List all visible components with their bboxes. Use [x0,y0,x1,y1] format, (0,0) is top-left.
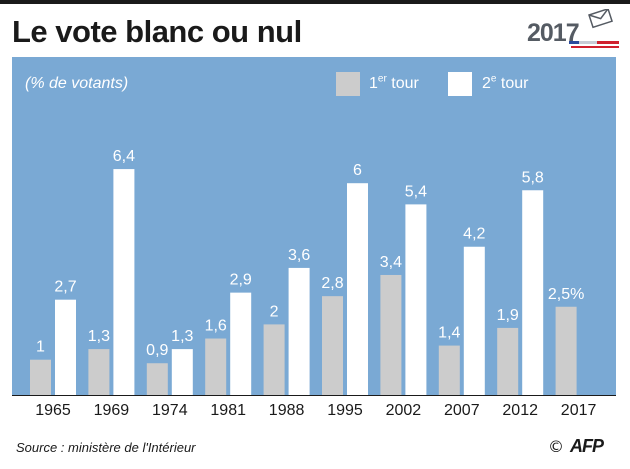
value-label-round1-2012: 1,9 [497,307,519,324]
ballot-envelope-icon [569,9,619,48]
bar-round2-1981 [230,292,252,395]
value-label-round2-1988: 3,6 [288,247,310,264]
value-label-round1-1981: 1,6 [205,318,227,335]
bar-round2-1969 [113,169,135,395]
bar-round1-2017 [555,306,577,395]
x-tick-label-1995: 1995 [327,402,363,419]
top-rule [0,0,630,4]
chart-title: Le vote blanc ou nul [12,14,302,49]
legend-label-round1: 1er tour [369,73,419,92]
value-label-round2-2012: 5,8 [522,169,544,186]
value-label-round1-2017: 2,5% [548,286,584,303]
x-tick-label-1988: 1988 [269,402,305,419]
bar-round1-2012 [497,327,519,395]
legend-swatch-round2 [448,72,472,96]
value-label-round2-2002: 5,4 [405,183,427,200]
value-label-round2-1981: 2,9 [230,272,252,289]
value-label-round2-1969: 6,4 [113,148,135,165]
bar-round1-2002 [380,274,402,395]
bar-round2-1995 [347,183,368,395]
x-tick-label-2002: 2002 [386,402,422,419]
x-axis-baseline [12,395,616,396]
x-tick-label-1974: 1974 [152,402,188,419]
bar-round1-2007 [438,345,460,395]
x-tick-label-2012: 2012 [502,402,538,419]
value-label-round1-1969: 1,3 [88,328,110,345]
election-logo: 2017 [527,9,621,51]
legend-label-round2: 2e tour [482,73,529,92]
x-tick-label-2017: 2017 [561,402,597,419]
agency-name: AFP [570,436,604,456]
value-label-round1-1965: 1 [36,339,45,356]
x-tick-label-2007: 2007 [444,402,480,419]
x-tick-label-1969: 1969 [94,402,130,419]
value-label-round1-2007: 1,4 [438,325,460,342]
bar-round2-2007 [463,246,485,395]
value-label-round1-1995: 2,8 [321,275,343,292]
bar-round2-1965 [55,299,76,395]
bar-round2-1988 [288,267,310,395]
value-label-round2-1965: 2,7 [54,279,76,296]
bar-round1-1974 [146,363,168,395]
bar-round2-2002 [405,204,427,395]
legend-swatch-round1 [336,72,360,96]
value-label-round1-1974: 0,9 [146,342,168,359]
value-label-round2-2007: 4,2 [463,226,485,243]
bar-round1-1969 [88,349,110,395]
x-tick-label-1965: 1965 [35,402,71,419]
copyright-symbol: © [548,437,564,456]
bar-round1-1965 [30,359,51,395]
bar-round1-1988 [263,324,285,395]
value-label-round1-2002: 3,4 [380,254,402,271]
value-label-round2-1995: 6 [353,162,362,179]
bar-round2-2012 [522,190,544,395]
x-tick-label-1981: 1981 [210,402,246,419]
value-label-round2-1974: 1,3 [171,328,193,345]
afp-logo: © AFP [548,436,620,458]
y-axis-label: (% de votants) [25,75,129,92]
bar-round2-1974 [171,349,193,395]
bar-round1-1981 [205,338,227,395]
value-label-round1-1988: 2 [270,303,279,320]
bar-round1-1995 [322,296,343,395]
source-note: Source : ministère de l'Intérieur [16,440,196,455]
